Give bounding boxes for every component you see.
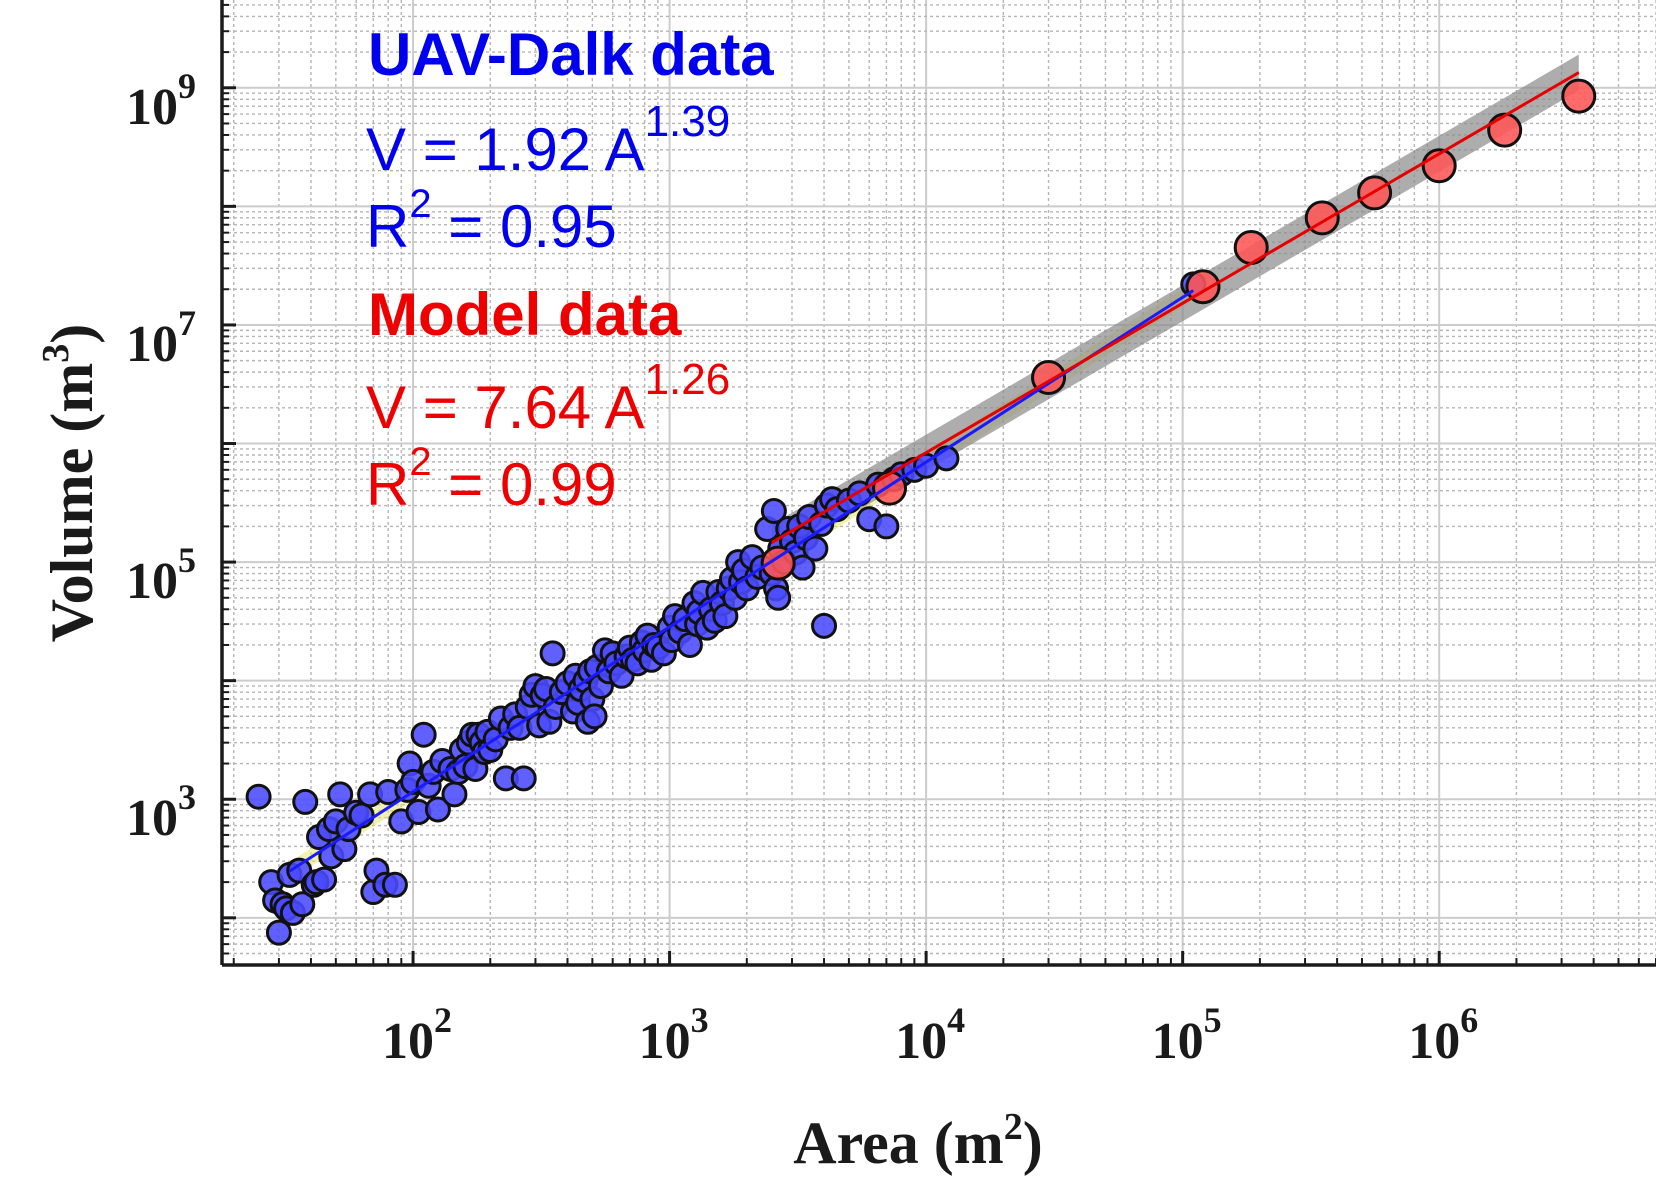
grid xyxy=(222,0,1656,966)
y-tick-label: 103 xyxy=(126,777,196,847)
uav-point xyxy=(510,765,537,792)
uav-point xyxy=(760,497,787,524)
model-point xyxy=(1561,78,1597,114)
model-annotation: Model data V = 7.64 A1.26 R2 = 0.99 xyxy=(366,281,730,518)
uav-point xyxy=(539,640,566,667)
y-tick-label: 107 xyxy=(126,303,196,373)
uav-point xyxy=(292,788,319,815)
uav-point xyxy=(311,866,338,893)
uav-fit-line xyxy=(288,289,1195,873)
x-tick-label: 104 xyxy=(895,1000,965,1070)
model-fit-line xyxy=(770,71,1580,544)
x-tick-label: 102 xyxy=(382,1000,452,1070)
uav-point xyxy=(765,584,792,611)
y-tick-label: 109 xyxy=(126,66,196,136)
uav-point xyxy=(265,919,292,946)
uav-point xyxy=(289,891,316,918)
uav-points xyxy=(245,271,1207,946)
model-point xyxy=(1233,229,1269,265)
y-tick-labels: 103 105 107 109 xyxy=(126,66,196,847)
x-axis-label: Area (m2) xyxy=(793,1106,1042,1176)
y-tick-label: 105 xyxy=(126,540,196,610)
uav-point xyxy=(802,535,829,562)
uav-point xyxy=(327,781,354,808)
axis-ticks xyxy=(222,3,1656,966)
uav-r2: R2 = 0.95 xyxy=(366,182,617,260)
uav-title: UAV-Dalk data xyxy=(368,21,774,88)
model-equation: V = 7.64 A1.26 xyxy=(366,355,730,441)
uav-annotation: UAV-Dalk data V = 1.92 A1.39 R2 = 0.95 xyxy=(366,21,774,260)
x-tick-label: 105 xyxy=(1152,1000,1222,1070)
uav-point xyxy=(410,721,437,748)
uav-point xyxy=(424,796,451,823)
uav-point xyxy=(811,612,838,639)
x-tick-labels: 102 103 104 105 106 xyxy=(382,1000,1478,1070)
uav-equation: V = 1.92 A1.39 xyxy=(366,97,730,183)
model-point xyxy=(760,545,796,581)
data-points xyxy=(245,78,1597,946)
uav-point xyxy=(245,783,272,810)
x-tick-label: 103 xyxy=(639,1000,709,1070)
model-r2: R2 = 0.99 xyxy=(366,440,617,518)
uav-point xyxy=(581,703,608,730)
model-point xyxy=(1487,112,1523,148)
fit-lines xyxy=(288,71,1580,873)
x-tick-label: 106 xyxy=(1408,1000,1478,1070)
uav-point xyxy=(873,513,900,540)
uav-point xyxy=(441,781,468,808)
uav-point xyxy=(381,871,408,898)
model-title: Model data xyxy=(368,281,682,348)
y-axis-label: Volume (m3) xyxy=(35,324,105,642)
